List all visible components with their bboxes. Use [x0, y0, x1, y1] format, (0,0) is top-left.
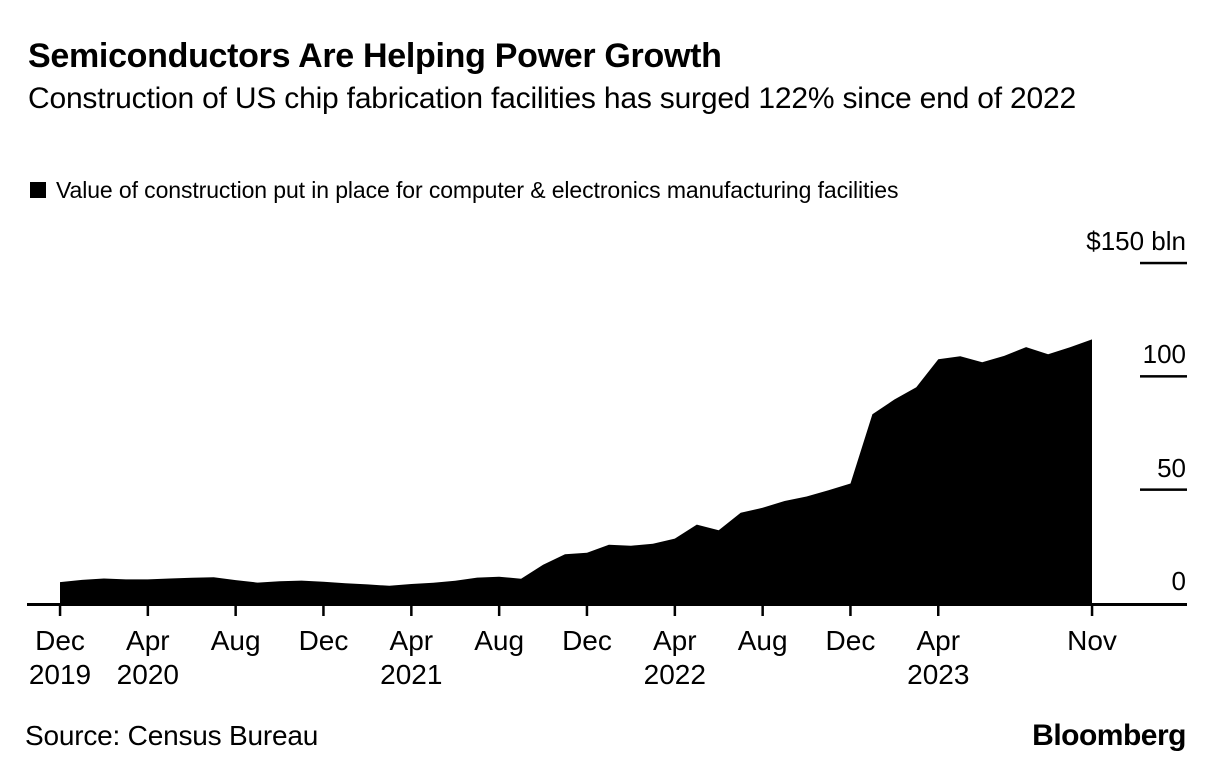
x-tick-label: Dec [517, 624, 657, 658]
x-tick-month: Aug [210, 625, 261, 656]
x-axis-tick-mark [58, 606, 62, 616]
x-axis-tick-mark [234, 606, 237, 616]
x-tick-month: Apr [916, 625, 961, 656]
chart-title: Semiconductors Are Helping Power Growth [28, 37, 722, 75]
x-tick-month: Dec [298, 625, 349, 656]
x-tick-month: Nov [1067, 625, 1117, 656]
x-tick-label: Apr 2021 [341, 624, 481, 692]
x-tick-month: Dec [35, 625, 85, 656]
chart-subtitle: Construction of US chip fabrication faci… [28, 82, 1076, 115]
x-tick-label: Aug [429, 624, 569, 658]
x-tick-label: Dec [253, 624, 393, 658]
y-tick-label: 50 [1157, 452, 1186, 483]
x-axis-line [27, 603, 1187, 606]
x-tick-month: Apr [653, 625, 697, 656]
y-tick-label: 100 [1142, 339, 1186, 370]
y-gridline-tick [1140, 261, 1187, 265]
x-axis-tick-mark [146, 606, 150, 616]
bloomberg-logo: Bloomberg [1032, 719, 1186, 752]
x-axis-tick-mark [322, 606, 325, 616]
x-tick-label: Nov [1022, 624, 1162, 658]
x-axis-tick-mark [1090, 606, 1094, 616]
x-axis-tick-mark [761, 606, 764, 616]
source-note: Source: Census Bureau [25, 720, 319, 751]
y-tick-label: 0 [1171, 566, 1186, 596]
x-tick-month: Apr [389, 625, 434, 656]
legend: Value of construction put in place for c… [30, 176, 899, 203]
x-axis-tick-marks [58, 606, 1094, 616]
x-axis-tick-mark [410, 606, 413, 616]
x-tick-label: Dec [780, 624, 920, 658]
y-tick-label: $150 bln [1086, 226, 1186, 256]
y-gridline-ticks [1140, 261, 1187, 491]
x-tick-month: Aug [737, 625, 788, 656]
legend-label: Value of construction put in place for c… [56, 176, 899, 203]
x-axis-tick-mark [849, 606, 852, 616]
y-gridline-tick [1140, 488, 1187, 491]
x-tick-label: Aug [166, 624, 306, 658]
area-series [60, 339, 1092, 606]
x-axis-tick-mark [497, 606, 501, 616]
x-tick-month: Aug [474, 625, 525, 656]
x-tick-year: 2020 [116, 659, 179, 690]
x-axis-tick-mark [585, 606, 589, 616]
x-tick-label: Dec 2019 [0, 624, 130, 692]
x-tick-year: 2021 [380, 659, 443, 690]
y-gridline-tick [1140, 375, 1187, 378]
x-tick-month: Dec [825, 625, 876, 656]
x-tick-label: Apr 2020 [78, 624, 218, 692]
x-tick-label: Apr 2023 [868, 624, 1008, 692]
x-axis-tick-mark [673, 606, 677, 616]
x-tick-label: Apr 2022 [605, 624, 745, 692]
x-tick-year: 2022 [643, 659, 706, 690]
x-tick-year: 2019 [28, 659, 92, 690]
legend-swatch-icon [30, 182, 46, 198]
x-tick-month: Apr [126, 625, 170, 656]
x-axis-tick-mark [937, 606, 940, 616]
x-tick-month: Dec [562, 625, 612, 656]
x-tick-year: 2023 [907, 659, 970, 690]
x-tick-label: Aug [693, 624, 833, 658]
